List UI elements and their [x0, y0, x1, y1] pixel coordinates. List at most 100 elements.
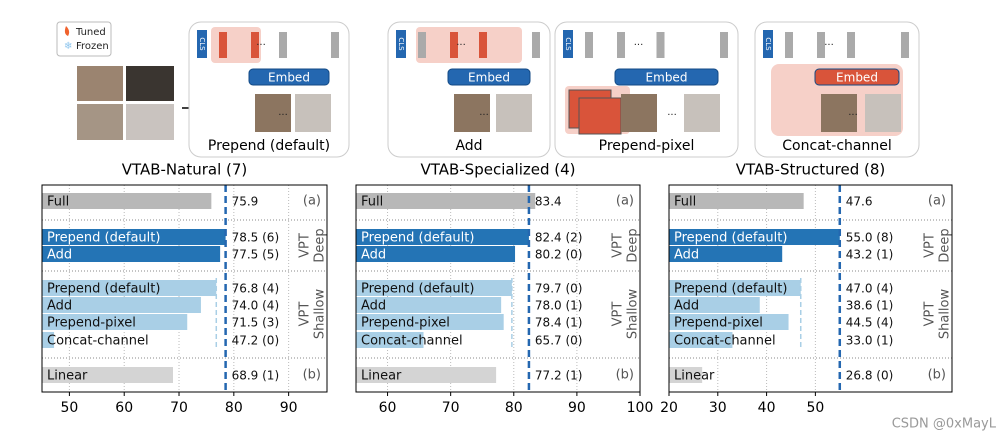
- token: [418, 32, 426, 58]
- x-tick-label: 50: [60, 400, 78, 416]
- group-label: (b): [616, 368, 634, 383]
- group-label: Deep: [626, 228, 641, 262]
- embed-label: Embed: [646, 71, 688, 85]
- ellipsis: ...: [278, 107, 288, 118]
- group-label: (a): [616, 194, 634, 209]
- embed-label: Embed: [468, 71, 510, 85]
- token: [617, 32, 625, 58]
- token: [656, 32, 665, 58]
- category-label: Add: [361, 299, 386, 314]
- method-panel: CLS ... Embed... Add: [387, 21, 551, 158]
- bar: [356, 332, 424, 348]
- category-label: Add: [674, 248, 699, 263]
- value-label: 47.2 (0): [232, 334, 280, 348]
- bar: [669, 332, 733, 348]
- token: [479, 32, 487, 58]
- value-label: 75.9: [232, 195, 259, 209]
- bar: [356, 314, 504, 330]
- panel-title: Prepend (default): [208, 138, 330, 154]
- ellipsis: ...: [824, 37, 834, 48]
- legend-tuned: Tuned: [75, 27, 106, 38]
- category-label: Prepend (default): [47, 282, 160, 297]
- token: [585, 32, 593, 58]
- x-tick-label: 90: [568, 400, 586, 416]
- ellipsis: ...: [456, 37, 466, 48]
- value-label: 78.4 (1): [535, 316, 583, 330]
- cls-label: CLS: [397, 37, 405, 51]
- cls-token: [763, 30, 773, 58]
- category-label: Prepend-pixel: [674, 316, 763, 331]
- value-label: 74.0 (4): [232, 299, 280, 313]
- bar-chart: VTAB-Specialized (4)60 70 80 90 100(a)VPT Dee…: [355, 161, 654, 416]
- token: [901, 32, 909, 58]
- token: [450, 32, 458, 58]
- chart-title: VTAB-Structured (8): [736, 161, 886, 179]
- group-label: VPT: [923, 302, 938, 327]
- chart-title: VTAB-Specialized (4): [420, 161, 575, 179]
- bar: [356, 193, 536, 209]
- patch-image: [255, 94, 291, 132]
- category-label: Add: [361, 248, 386, 263]
- embed-layer: [248, 68, 330, 86]
- bar: [42, 193, 212, 209]
- bar: [42, 367, 173, 383]
- category-label: Concat-channel: [47, 334, 149, 349]
- category-label: Add: [47, 299, 72, 314]
- patch-image: [295, 94, 331, 132]
- category-label: Full: [47, 195, 69, 210]
- x-tick-label: 70: [442, 400, 460, 416]
- bar: [669, 280, 801, 296]
- group-label: (a): [303, 194, 321, 209]
- bar: [669, 193, 804, 209]
- x-tick-label: 60: [379, 400, 397, 416]
- method-panel: CLS ... Embed... Prepend (default): [188, 21, 350, 158]
- x-tick-label: 50: [806, 400, 824, 416]
- embed-layer: [814, 68, 900, 86]
- cls-token: [396, 30, 406, 58]
- bar: [42, 314, 188, 330]
- category-label: Prepend (default): [674, 282, 787, 297]
- patch: [126, 104, 174, 140]
- value-label: 44.5 (4): [846, 316, 894, 330]
- value-label: 55.0 (8): [846, 231, 894, 245]
- cls-label: CLS: [764, 37, 772, 51]
- x-tick-label: 100: [627, 400, 654, 416]
- flame-icon: [64, 26, 70, 36]
- bar: [42, 280, 217, 296]
- method-panel: CLS ... Embed... Concat-channel: [754, 21, 920, 158]
- group-label: VPT: [923, 233, 938, 258]
- value-label: 71.5 (3): [232, 316, 280, 330]
- cls-label: CLS: [564, 37, 572, 51]
- chart-title: VTAB-Natural (7): [122, 161, 248, 179]
- value-label: 78.0 (1): [535, 299, 583, 313]
- bar: [42, 229, 226, 245]
- bar: [669, 314, 789, 330]
- patch-image: [496, 94, 532, 132]
- category-label: Linear: [674, 369, 715, 384]
- group-label: VPT: [611, 302, 626, 327]
- group-label: Shallow: [313, 289, 328, 340]
- value-label: 33.0 (1): [846, 334, 894, 348]
- group-label: VPT: [611, 233, 626, 258]
- bar: [669, 246, 783, 262]
- patch-image: [621, 94, 657, 132]
- category-label: Concat-channel: [361, 334, 463, 349]
- category-label: Linear: [361, 369, 402, 384]
- category-label: Concat-channel: [674, 334, 776, 349]
- cls-token: [563, 30, 573, 58]
- bar: [669, 297, 760, 313]
- group-label: VPT: [298, 302, 313, 327]
- value-label: 76.8 (4): [232, 282, 280, 296]
- legend-frozen: Frozen: [76, 41, 109, 52]
- plot-frame: [668, 184, 953, 393]
- value-label: 38.6 (1): [846, 299, 894, 313]
- patch-image: [865, 94, 901, 132]
- token: [331, 32, 339, 58]
- value-label: 47.0 (4): [846, 282, 894, 296]
- value-label: 78.5 (6): [232, 231, 280, 245]
- category-label: Full: [361, 195, 383, 210]
- group-label: (a): [928, 194, 946, 209]
- value-label: 80.2 (0): [535, 248, 583, 262]
- bar: [42, 297, 201, 313]
